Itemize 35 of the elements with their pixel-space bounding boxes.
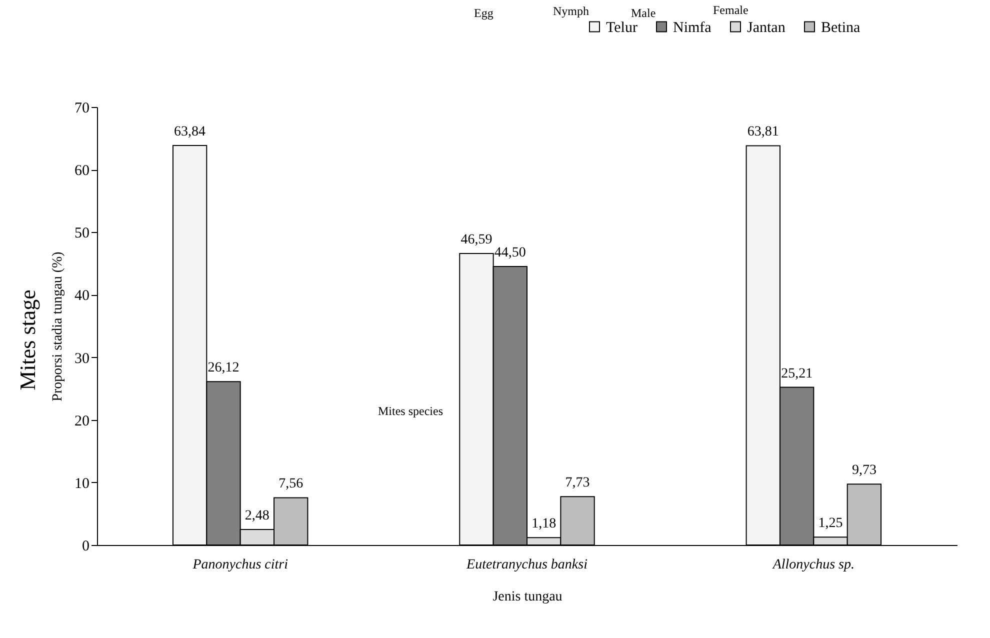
y-tick-label: 0: [82, 538, 90, 554]
legend-label: Betina: [821, 20, 860, 36]
x-tick-label: Allonychus sp.: [772, 558, 854, 572]
data-label: 63,81: [747, 124, 779, 140]
data-label: 63,84: [174, 124, 206, 140]
x-tick-label: Eutetranychus banksi: [466, 558, 588, 572]
legend-label: Jantan: [747, 20, 786, 36]
text: Egg: [474, 6, 494, 21]
text: Female: [713, 3, 748, 18]
y-tick-label: 70: [74, 100, 90, 116]
annotation: Mites species: [378, 404, 443, 419]
y-tick-label: 30: [74, 350, 90, 367]
x-tick-label: Panonychus citri: [192, 558, 288, 572]
text: Male: [631, 6, 656, 21]
data-label: 7,56: [278, 476, 304, 492]
data-label: 9,73: [852, 463, 876, 478]
x-axis-title: Jenis tungau: [492, 590, 562, 604]
y-tick-label: 50: [74, 226, 90, 242]
text: Mites stage: [15, 290, 41, 390]
data-label: 1,25: [818, 516, 843, 532]
data-label: 25,21: [781, 366, 813, 382]
y-tick-label: 60: [74, 163, 90, 180]
y-tick-label: 20: [74, 413, 90, 430]
legend-label: Telur: [606, 20, 638, 36]
data-label: 2,48: [244, 508, 270, 524]
y-tick-label: 40: [74, 288, 90, 304]
data-label: 26,12: [208, 360, 240, 376]
data-label: 7,73: [565, 476, 590, 491]
text: Nymph: [553, 4, 589, 19]
y-axis-title: Proporsi stadia tungau (%): [50, 251, 66, 402]
data-label: 46,59: [460, 232, 492, 248]
y-tick-label: 10: [74, 476, 90, 492]
legend-label: Nimfa: [673, 20, 712, 36]
data-label: 44,50: [494, 246, 526, 261]
data-label: 1,18: [532, 516, 556, 532]
